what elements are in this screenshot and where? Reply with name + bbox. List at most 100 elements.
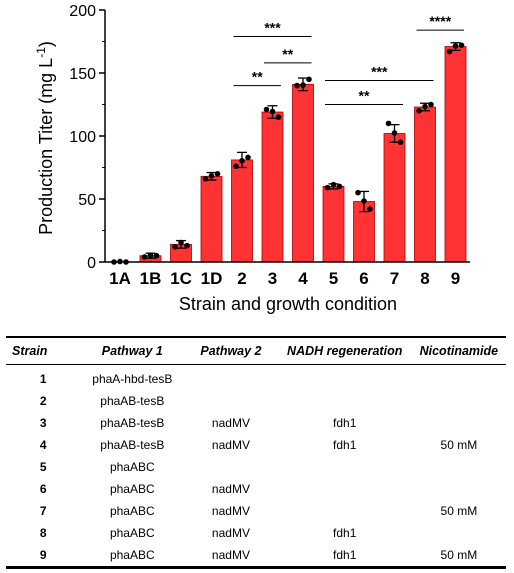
bar-group <box>261 105 284 263</box>
cell-nicotinamide: 50 mM <box>440 438 478 452</box>
bar <box>292 83 314 263</box>
cell-nicotinamide <box>412 456 506 478</box>
cell-strain: 4 <box>39 438 47 452</box>
strain-table-body: 1 phaA-hbd-tesB 2 phaAB-tesB 3 phaAB-tes… <box>6 365 506 569</box>
header-pathway-2: Pathway 2 <box>184 336 278 365</box>
cell-pathway-1: phaAB-tesB <box>100 438 165 452</box>
data-point <box>147 252 154 258</box>
data-point <box>300 82 306 88</box>
cell-nadh: fdh1 <box>333 416 357 430</box>
bar-group <box>444 42 467 263</box>
data-point <box>391 130 398 136</box>
bar-group <box>414 101 436 263</box>
significance-label: **** <box>429 13 451 29</box>
cell-nadh <box>278 500 412 522</box>
x-tick-label: 9 <box>451 269 460 288</box>
bar <box>231 159 253 263</box>
data-point <box>336 183 343 190</box>
y-axis-title-main: Production Titer (mg L <box>36 58 56 235</box>
x-tick-label: 1B <box>140 269 162 288</box>
bar-group <box>292 76 314 263</box>
cell-strain: 6 <box>39 482 47 496</box>
bar-group <box>231 151 253 263</box>
header-strain: Strain <box>6 336 81 365</box>
bar-group <box>383 120 406 263</box>
y-axis-title-close: ) <box>36 41 56 47</box>
data-point <box>178 239 184 246</box>
bar-group <box>170 239 192 263</box>
data-point <box>294 82 300 89</box>
cell-pathway-1: phaABC <box>109 504 155 518</box>
bar <box>261 111 284 263</box>
significance-bracket: *** <box>233 19 312 37</box>
table-row: 2 phaAB-tesB <box>6 390 506 412</box>
data-point <box>245 154 251 161</box>
header-nicotinamide: Nicotinamide <box>411 336 506 365</box>
cell-pathway-1: phaABC <box>109 460 155 474</box>
cell-nicotinamide <box>412 412 506 434</box>
x-tick-label: 3 <box>268 269 277 288</box>
header-pathway-1: Pathway 1 <box>80 336 185 365</box>
x-tick-label: 7 <box>390 269 399 288</box>
x-axis: 1A 1B 1C 1D 2 3 4 5 6 7 8 9 <box>105 261 470 288</box>
data-point <box>208 173 215 179</box>
y-axis-title-superscript: -1 <box>34 47 48 58</box>
cell-pathway-2 <box>184 365 277 391</box>
significance-bracket: *** <box>325 64 434 82</box>
bar <box>322 185 345 263</box>
cell-pathway-1: phaABC <box>109 526 155 540</box>
bar-group <box>200 171 223 263</box>
table-row: 9 phaABC nadMV fdh1 50 mM <box>6 544 506 569</box>
cell-strain: 2 <box>39 394 47 408</box>
cell-nicotinamide <box>412 522 506 544</box>
data-point <box>184 242 190 249</box>
cell-nicotinamide: 50 mM <box>411 544 506 569</box>
data-point <box>233 163 239 170</box>
bar <box>200 175 223 263</box>
y-tick-label: 0 <box>87 255 96 272</box>
y-axis-title: Production Titer (mg L-1) <box>34 41 56 235</box>
bar <box>414 106 436 263</box>
cell-nadh <box>278 456 412 478</box>
y-tick-label: 200 <box>69 3 96 20</box>
cell-nadh: fdh1 <box>333 526 357 540</box>
cell-nadh: fdh1 <box>333 438 357 452</box>
significance-label: *** <box>264 19 281 35</box>
significance-bracket: **** <box>416 13 464 31</box>
header-row: Strain Pathway 1 Pathway 2 NADH regenera… <box>6 336 506 365</box>
significance-bracket: ** <box>325 88 403 105</box>
cell-pathway-2: nadMV <box>211 482 250 496</box>
table-row: 5 phaABC <box>6 456 506 478</box>
bar-group <box>139 252 162 263</box>
y-tick-label: 100 <box>69 129 96 146</box>
cell-nicotinamide <box>412 365 506 391</box>
x-tick-label: 1A <box>109 269 131 288</box>
cell-strain: 8 <box>39 526 47 540</box>
significance-label: ** <box>282 46 293 62</box>
x-tick-label: 8 <box>420 269 429 288</box>
data-point <box>330 181 337 188</box>
data-point <box>422 103 428 110</box>
x-tick-label: 1D <box>201 269 223 288</box>
cell-nadh <box>278 390 412 412</box>
cell-strain: 5 <box>39 460 47 474</box>
cell-strain: 3 <box>39 416 47 430</box>
x-tick-label: 2 <box>237 269 246 288</box>
data-point <box>458 42 465 49</box>
strain-table: Strain Pathway 1 Pathway 2 NADH regenera… <box>6 336 506 569</box>
significance-bracket: ** <box>233 69 281 87</box>
data-point <box>141 254 148 260</box>
data-point <box>202 176 209 182</box>
significance-label: ** <box>359 88 370 104</box>
y-tick-label: 150 <box>69 66 96 83</box>
strain-table-container: Strain Pathway 1 Pathway 2 NADH regenera… <box>6 336 506 569</box>
data-point <box>239 157 245 164</box>
cell-nicotinamide <box>412 390 506 412</box>
header-nadh-regeneration: NADH regeneration <box>277 336 412 365</box>
cell-pathway-2: nadMV <box>211 438 250 452</box>
significance-label: ** <box>252 69 263 85</box>
y-tick-label: 50 <box>78 192 96 209</box>
cell-pathway-2: nadMV <box>211 416 250 430</box>
data-point <box>214 171 221 177</box>
